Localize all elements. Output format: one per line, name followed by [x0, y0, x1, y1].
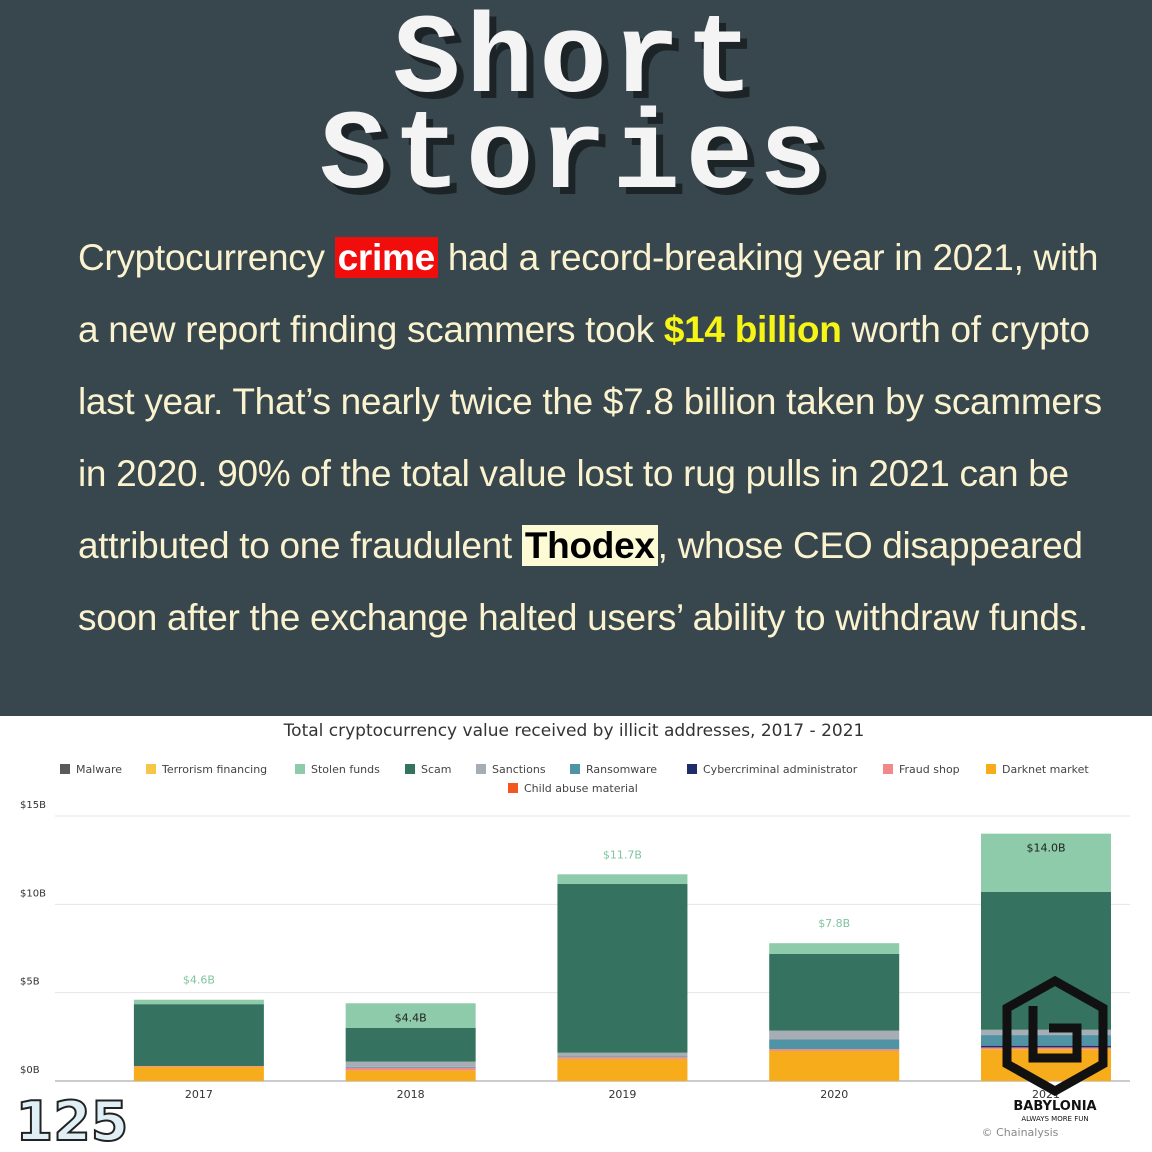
legend-swatch — [508, 783, 518, 793]
bar-segment — [557, 884, 688, 1053]
header-panel: Short Stories Cryptocurrency crime had a… — [0, 0, 1152, 716]
bar-segment — [557, 1056, 688, 1058]
total-label: $7.8B — [818, 917, 850, 930]
bar-segment — [345, 1061, 476, 1067]
brand: BABYLONIA — [1013, 1099, 1096, 1114]
paragraph: Cryptocurrency crime had a record-breaki… — [78, 222, 1128, 654]
bar-segment — [557, 1057, 688, 1059]
legend-swatch — [405, 764, 415, 774]
legend-label: Malware — [76, 763, 122, 776]
total-label: $4.4B — [395, 1011, 427, 1024]
bar-segment — [557, 1058, 688, 1081]
bar-segment — [345, 1067, 476, 1071]
legend-label: Terrorism financing — [161, 763, 267, 776]
bar-segment — [557, 1052, 688, 1057]
text: , whose CEO disappeared soon after the e… — [78, 525, 1088, 638]
legend-label: Sanctions — [492, 763, 546, 776]
bar-segment — [769, 1030, 900, 1040]
bar-segment — [980, 1047, 1111, 1050]
bar-segment — [133, 1004, 264, 1066]
highlight: $14 billion — [663, 309, 842, 350]
bar-segment — [980, 1035, 1111, 1046]
x-tick-label: 2019 — [608, 1088, 636, 1101]
y-tick-label: $15B — [20, 800, 46, 811]
legend-swatch — [146, 764, 156, 774]
legend-swatch — [687, 764, 697, 774]
text: worth of crypto last year. That’s nearly… — [78, 309, 1102, 566]
text: had a record-breaking year in 2021, with… — [78, 237, 1099, 350]
legend-swatch — [295, 764, 305, 774]
page-number: 125 — [16, 1090, 129, 1152]
bar-segment — [133, 1066, 264, 1081]
x-tick-label: 2020 — [820, 1088, 848, 1101]
logo — [1002, 975, 1108, 1097]
chart: $0B $5B $10B $15B Malware Terrorism financing… — [15, 721, 1130, 1152]
chart-title: Total cryptocurrency value received by i… — [283, 721, 865, 741]
bar-segment — [980, 833, 1111, 892]
source: © Chainalysis — [982, 1126, 1059, 1139]
legend-label: Cybercriminal administrator — [703, 763, 858, 776]
legend-swatch — [883, 764, 893, 774]
bar-segment — [769, 1039, 900, 1050]
x-tick-label: 2018 — [397, 1088, 425, 1101]
legend-swatch — [986, 764, 996, 774]
legend-label: Ransomware — [586, 763, 657, 776]
tagline: ALWAYS MORE FUN — [1021, 1115, 1088, 1123]
bar-segment — [557, 874, 688, 885]
text: Cryptocurrency — [78, 237, 335, 278]
legend-label: Darknet market — [1002, 763, 1089, 776]
y-tick-label: $0B — [20, 1065, 40, 1076]
bar-segment — [133, 1065, 264, 1067]
bar-segment — [769, 1049, 900, 1051]
y-tick-label: $10B — [20, 888, 46, 899]
legend-swatch — [570, 764, 580, 774]
title: Stories — [319, 94, 833, 221]
bar-segment — [769, 953, 900, 1031]
legend-label: Child abuse material — [524, 782, 638, 795]
legend-swatch — [476, 764, 486, 774]
y-tick-label: $5B — [20, 977, 40, 988]
bar-segment — [769, 1050, 900, 1081]
highlight: crime — [334, 237, 438, 278]
total-label: $4.6B — [183, 974, 215, 987]
bar-segment — [769, 943, 900, 954]
total-label: $14.0B — [1026, 842, 1065, 855]
total-label: $11.7B — [603, 848, 642, 861]
bar-segment — [345, 1070, 476, 1081]
bar-segment — [980, 891, 1111, 1030]
legend-swatch — [60, 764, 70, 774]
legend-label: Stolen funds — [311, 763, 380, 776]
bar-segment — [980, 1029, 1111, 1036]
bar-segment — [133, 999, 264, 1005]
plot: $0B $5B $10B $15B Malware Terrorism financing… — [20, 763, 1130, 1101]
bar-segment — [345, 1066, 476, 1068]
highlight: Thodex — [521, 525, 658, 566]
legend-label: Fraud shop — [899, 763, 960, 776]
bar-segment — [345, 1003, 476, 1028]
x-tick-label: 2017 — [185, 1088, 213, 1101]
title: Short — [392, 0, 760, 125]
legend-label: Scam — [421, 763, 452, 776]
bar-segment — [345, 1028, 476, 1062]
bar-segment — [980, 1045, 1111, 1048]
